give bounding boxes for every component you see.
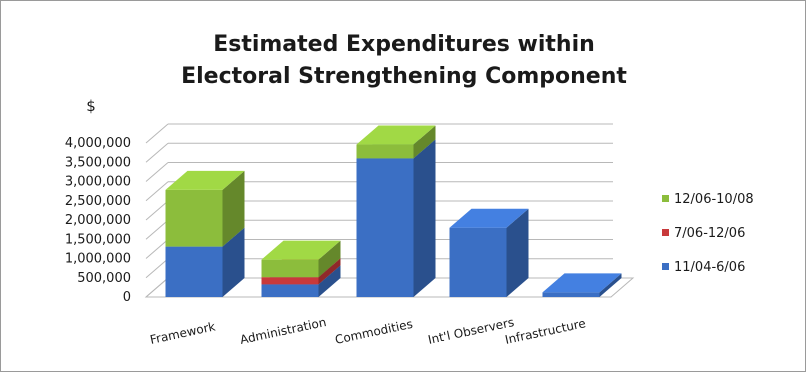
- gridline-side: [145, 162, 169, 182]
- gridline-side: [145, 219, 169, 240]
- legend-entry: 11/04-6/06: [662, 260, 745, 275]
- bar-segment: [542, 273, 622, 297]
- x-category-label: Infrastructure: [504, 316, 587, 347]
- gridline-side: [145, 123, 169, 144]
- y-tick-label: 500,000: [77, 271, 131, 286]
- x-category-label: Int'l Observers: [427, 315, 516, 347]
- chart-title-line-2: Electoral Strengthening Component: [181, 64, 627, 89]
- legend-swatch: [662, 195, 669, 202]
- bar-segment: [449, 208, 529, 297]
- gridline-side: [145, 200, 169, 221]
- legend-label: 7/06-12/06: [674, 226, 745, 241]
- legend-swatch: [662, 263, 669, 270]
- bar-segment: [356, 139, 436, 297]
- y-axis-unit-label: $: [86, 97, 96, 115]
- y-tick-label: 1,500,000: [65, 232, 131, 247]
- x-category-label: Administration: [239, 315, 328, 347]
- y-tick-label: 3,500,000: [65, 155, 131, 170]
- y-tick-label: 3,000,000: [65, 175, 131, 190]
- legend-label: 12/06-10/08: [674, 192, 754, 207]
- y-tick-label: 2,000,000: [65, 213, 131, 228]
- legend-entry: 12/06-10/08: [662, 192, 754, 207]
- bar-segment: [261, 240, 341, 278]
- legend-entry: 7/06-12/06: [662, 226, 745, 241]
- y-tick-label: 1,000,000: [65, 252, 131, 267]
- chart-title-line-1: Estimated Expenditures within: [213, 32, 595, 57]
- x-category-label: Commodities: [334, 317, 414, 347]
- y-tick-label: 4,000,000: [65, 136, 131, 151]
- gridline-side: [145, 239, 169, 259]
- legend-label: 11/04-6/06: [674, 260, 745, 275]
- x-category-label: Framework: [149, 319, 217, 347]
- bar-segment: [356, 125, 436, 159]
- gridline-side: [145, 181, 169, 202]
- bar-segment: [165, 170, 245, 247]
- legend-swatch: [662, 229, 669, 236]
- y-tick-label: 0: [123, 290, 131, 305]
- y-tick-label: 2,500,000: [65, 194, 131, 209]
- gridline-side: [145, 142, 169, 163]
- gridline-side: [145, 258, 169, 279]
